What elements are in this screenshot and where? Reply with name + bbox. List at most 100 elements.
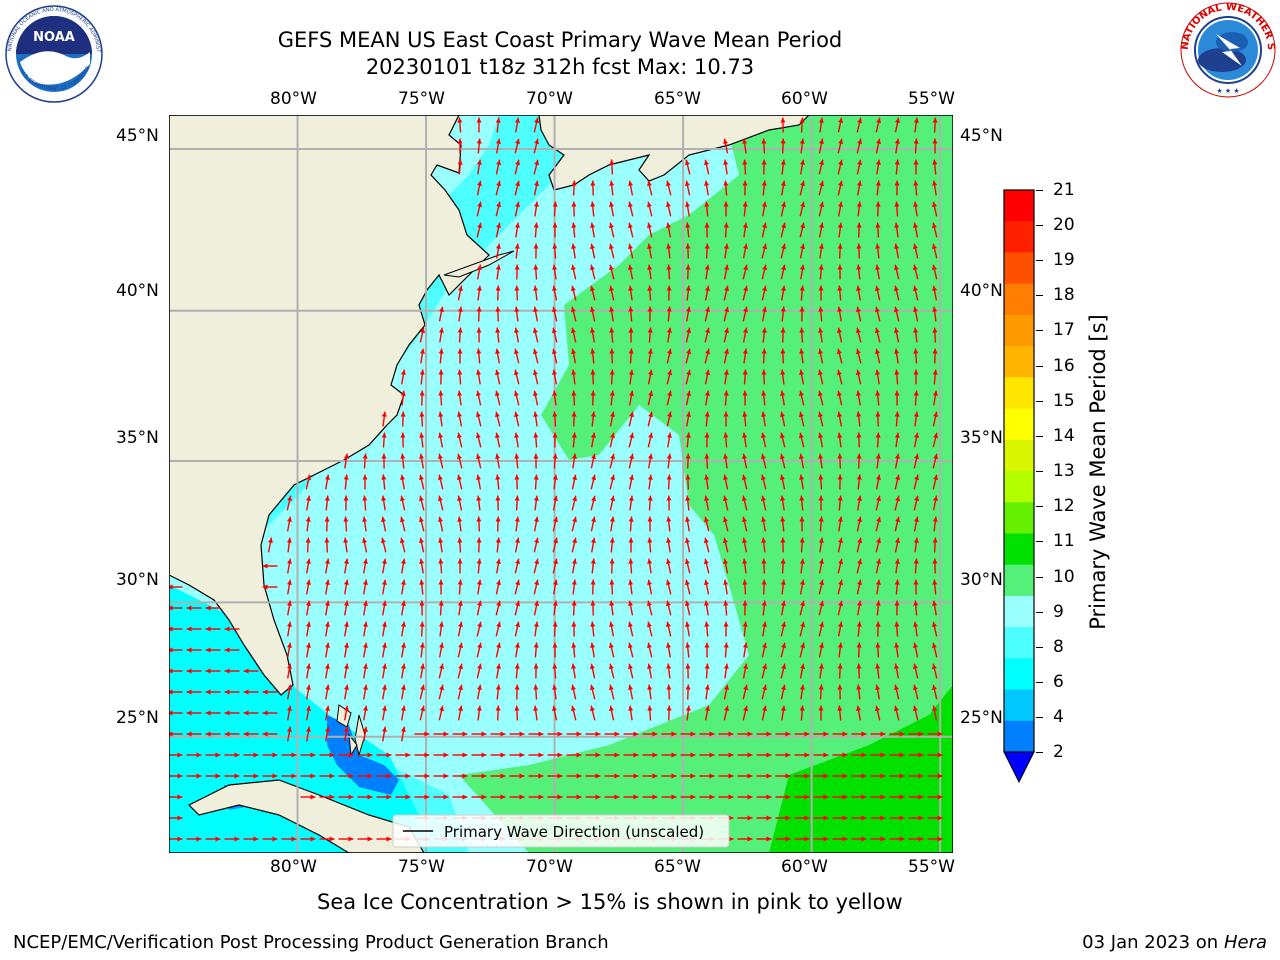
wave-arrow-head-807 xyxy=(262,689,268,695)
wave-arrow-head-989 xyxy=(614,773,620,779)
wave-arrow-head-1063 xyxy=(804,815,810,821)
wave-arrow-head-27 xyxy=(876,138,881,145)
lat-tick-right-1: 40°N xyxy=(960,281,1003,301)
wave-arrow-head-42 xyxy=(780,159,786,165)
wave-arrow-head-1036 xyxy=(842,794,848,800)
wave-arrow-head-503 xyxy=(305,516,311,522)
wave-arrow-head-770 xyxy=(344,663,349,669)
wave-arrow-head-745 xyxy=(628,642,633,649)
wave-arrow-head-721 xyxy=(913,621,919,627)
wave-arrow-head-289 xyxy=(514,369,519,376)
wave-arrow-head-219 xyxy=(799,306,805,312)
wave-arrow-head-1059 xyxy=(728,815,734,821)
wave-arrow-head-316 xyxy=(476,390,481,397)
wave-arrow-head-133 xyxy=(647,243,652,249)
wave-arrow-head-964 xyxy=(918,752,924,758)
wave-arrow-head-31 xyxy=(457,159,463,165)
wave-arrow-head-655 xyxy=(401,600,406,606)
wave-arrow-head-756 xyxy=(837,642,843,648)
wave-arrow-head-207 xyxy=(571,306,576,313)
wave-arrow-head-838 xyxy=(856,684,862,690)
wave-arrow-head-376 xyxy=(476,432,481,439)
wave-arrow-head-57 xyxy=(609,180,615,186)
colorbar-tick-14: 6 xyxy=(1053,672,1064,692)
wave-arrow-head-578 xyxy=(363,558,368,564)
wave-arrow-head-601 xyxy=(799,558,805,564)
wave-arrow-head-52 xyxy=(496,180,501,187)
wave-arrow-head-556 xyxy=(628,537,634,543)
wave-arrow-head-873 xyxy=(743,705,748,712)
wave-arrow-head-154 xyxy=(571,264,576,271)
wave-arrow-head-67 xyxy=(800,180,805,187)
wave-arrow-head-443 xyxy=(495,474,501,480)
colorbar-tick-16: 2 xyxy=(1053,742,1064,762)
wave-arrow-head-414 xyxy=(591,453,596,460)
wave-arrow-head-82 xyxy=(609,201,614,207)
wave-arrow-head-858 xyxy=(458,705,463,711)
wave-arrow-head-499 xyxy=(895,495,900,502)
wave-arrow-head-604 xyxy=(857,558,862,565)
wave-arrow-head-374 xyxy=(438,432,443,438)
wave-arrow-head-591 xyxy=(609,558,615,564)
wave-arrow-head-180 xyxy=(571,285,576,292)
wave-arrow-head-395 xyxy=(837,432,843,438)
wave-arrow-head-544 xyxy=(400,537,405,544)
wave-arrow-head-474 xyxy=(419,495,424,502)
wave-arrow-head-588 xyxy=(553,558,558,565)
wave-arrow-head-314 xyxy=(438,390,444,396)
wave-arrow-head-276 xyxy=(818,348,823,354)
wave-arrow-head-117 xyxy=(800,222,805,229)
wave-arrow-head-744 xyxy=(609,642,614,649)
colorbar-tick-mark-4 xyxy=(1036,330,1043,331)
wave-arrow-head-25 xyxy=(838,138,843,145)
colorbar-segment-5 xyxy=(1004,346,1034,378)
wave-arrow-head-681 xyxy=(894,600,900,606)
wave-arrow-head-575 xyxy=(306,558,311,564)
wave-arrow-head-54 xyxy=(534,180,539,187)
wave-arrow-head-484 xyxy=(610,495,615,502)
wave-arrow-head-917 xyxy=(804,731,810,737)
wave-arrow-head-644 xyxy=(913,579,919,585)
wave-arrow-head-105 xyxy=(571,222,577,228)
colorbar-tick-11: 10 xyxy=(1053,567,1075,587)
colorbar-segment-3 xyxy=(1004,283,1034,316)
wave-arrow-head-700 xyxy=(515,621,520,628)
wave-arrow-head-427 xyxy=(837,453,843,459)
wave-arrow-head-448 xyxy=(591,474,596,481)
colorbar-segment-9 xyxy=(1004,471,1034,503)
wave-arrow-head-1068 xyxy=(899,815,905,821)
wave-arrow-head-688 xyxy=(287,621,292,627)
wave-arrow-head-1005 xyxy=(918,773,924,779)
wave-arrow-head-404 xyxy=(400,453,406,459)
wave-arrow-head-108 xyxy=(628,222,633,229)
wave-arrow-head-75 xyxy=(477,201,482,208)
wave-arrow-head-1071 xyxy=(177,836,183,842)
wave-arrow-head-837 xyxy=(837,684,843,690)
wave-arrow-head-862 xyxy=(533,705,539,711)
lon-tick-bottom-1: 75°W xyxy=(398,857,445,877)
wave-arrow-head-983 xyxy=(500,773,506,779)
wave-arrow-head-1031 xyxy=(747,794,753,800)
wave-arrow-head-860 xyxy=(495,705,501,711)
wave-arrow-head-1025 xyxy=(633,794,639,800)
wave-arrow-head-701 xyxy=(533,621,539,627)
wave-arrow-head-384 xyxy=(629,432,634,439)
colorbar-segment-16 xyxy=(1004,689,1034,722)
wave-arrow-head-479 xyxy=(514,495,520,501)
wave-arrow-head-74 xyxy=(932,180,938,186)
wave-arrow-head-87 xyxy=(704,201,710,207)
wave-arrow-head-51 xyxy=(477,180,482,187)
wave-arrow-head-564 xyxy=(780,537,786,543)
wave-arrow-head-444 xyxy=(514,474,520,480)
wave-arrow-head-406 xyxy=(438,453,443,460)
colorbar-segment-11 xyxy=(1004,533,1034,566)
wave-arrow-head-912 xyxy=(709,731,715,737)
wave-arrow-head-71 xyxy=(875,180,881,186)
wave-arrow-head-982 xyxy=(481,773,487,779)
wave-arrow-head-863 xyxy=(552,705,557,712)
wave-arrow-head-696 xyxy=(438,621,444,627)
wave-arrow-head-367 xyxy=(875,411,881,417)
lon-tick-bottom-4: 60°W xyxy=(781,857,828,877)
wave-arrow-head-493 xyxy=(780,495,786,501)
wave-arrow-head-754 xyxy=(800,642,805,649)
